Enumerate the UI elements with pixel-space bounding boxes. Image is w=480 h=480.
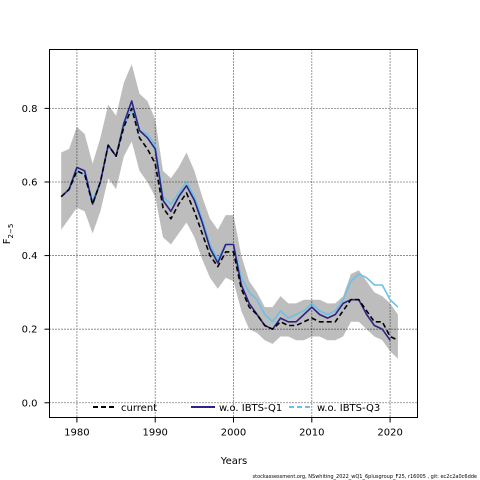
x-tick-label-2020: 2020 (377, 428, 402, 439)
x-tick-label-2010: 2010 (299, 428, 324, 439)
series-line-2 (60, 107, 399, 341)
footer-note: stockassessment.org, NSwhiting_2022_wQ1_… (253, 474, 478, 480)
y-tick-label-2: 0.4 (22, 251, 38, 262)
x-tick-label-1980: 1980 (64, 428, 89, 439)
y-axis-title-subscript: 2−5 (7, 224, 15, 239)
y-tick-label-1: 0.2 (22, 325, 38, 336)
y-tick-label-4: 0.8 (22, 104, 38, 115)
legend-label-2: w.o. IBTS-Q3 (317, 403, 380, 414)
svg-text:F2−5: F2−5 (2, 224, 15, 245)
confidence-band-layer (61, 64, 398, 359)
legend-label-0: current (121, 403, 157, 414)
x-axis-title: Years (220, 456, 247, 467)
series-layer (60, 100, 399, 341)
x-tick-label-1990: 1990 (142, 428, 167, 439)
y-tick-label-0: 0.0 (22, 398, 38, 409)
legend: current w.o. IBTS-Q1 w.o. IBTS-Q3 (93, 403, 380, 414)
y-axis-title: F2−5 (2, 224, 15, 245)
y-axis-title-main: F (2, 238, 13, 244)
x-tick-label-2000: 2000 (221, 428, 246, 439)
y-tick-label-3: 0.6 (22, 177, 38, 188)
confidence-band (61, 64, 398, 359)
grid-layer (49, 49, 418, 418)
axis-layer: 1980 1990 2000 2010 2020 0.0 0.2 0.4 0.6 0.8 (22, 104, 403, 439)
legend-label-1: w.o. IBTS-Q1 (219, 403, 282, 414)
